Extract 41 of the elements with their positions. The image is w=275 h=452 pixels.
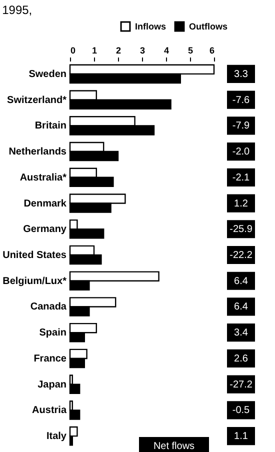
text: -25.9 <box>230 224 253 236</box>
chart-title: 1995, <box>2 3 32 17</box>
y-tick-label: Canada <box>30 302 67 313</box>
x-tick-label: 4 <box>164 46 170 56</box>
text: -7.6 <box>232 94 250 106</box>
y-tick-label: Australia* <box>20 172 67 184</box>
text: 6.4 <box>234 302 248 313</box>
x-tick-label: 5 <box>188 46 194 56</box>
x-tick-label: 2 <box>116 46 122 56</box>
x-tick-label: 6 <box>209 46 214 56</box>
text: 3.3 <box>234 68 248 80</box>
text: -2.1 <box>232 172 250 184</box>
y-tick-label: Netherlands <box>8 146 67 158</box>
text: 1.1 <box>234 431 248 442</box>
y-tick-label: Spain <box>39 328 66 339</box>
y-tick-label: Sweden <box>28 68 66 80</box>
y-tick-label: Belgium/Lux* <box>2 276 67 287</box>
text: 3.4 <box>234 328 248 339</box>
y-tick-label: Denmark <box>24 198 67 210</box>
legend-label: Inflows <box>135 22 166 32</box>
y-tick-label: France <box>34 353 67 364</box>
y-tick-label: Switzerland* <box>7 94 67 106</box>
text: -22.2 <box>230 250 253 261</box>
annotation: Net flows <box>153 441 195 452</box>
text: 2.6 <box>234 353 248 364</box>
x-tick-label: 0 <box>70 46 76 56</box>
y-tick-label: United States <box>2 250 67 261</box>
text: -2.0 <box>232 146 250 158</box>
text: -27.2 <box>230 379 253 390</box>
y-tick-label: Japan <box>38 379 66 390</box>
text: -7.9 <box>232 120 250 132</box>
y-tick-label: Italy <box>46 431 67 442</box>
text: 1.2 <box>234 198 248 210</box>
y-tick-label: Austria <box>32 405 67 416</box>
text: -0.5 <box>232 405 250 416</box>
x-tick-label: 3 <box>140 46 146 56</box>
y-tick-label: Germany <box>23 224 67 236</box>
x-tick-label: 1 <box>92 46 98 56</box>
legend-label: Outflows <box>189 22 228 32</box>
y-tick-label: Britain <box>34 120 66 132</box>
text: 6.4 <box>234 276 248 287</box>
